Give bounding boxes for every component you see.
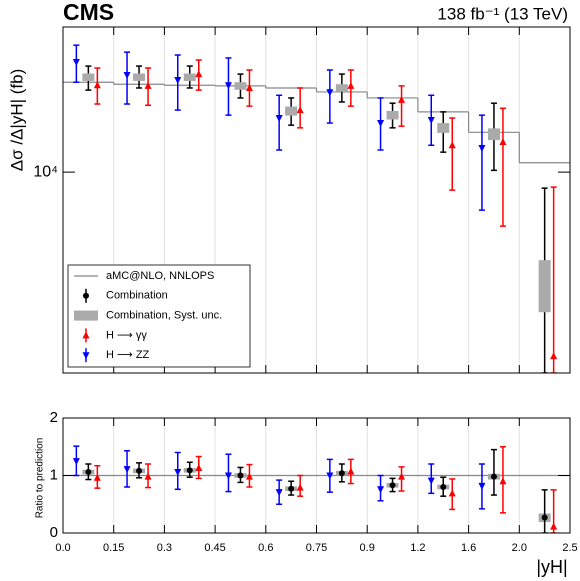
- legend-symbol: [83, 292, 89, 299]
- marker: [174, 469, 182, 477]
- marker: [448, 489, 456, 497]
- top-panel: [63, 27, 570, 373]
- marker: [296, 106, 304, 114]
- marker: [448, 141, 456, 149]
- marker: [288, 485, 295, 492]
- legend-label: H ⟶ γγ: [106, 329, 147, 341]
- ratio-panel: [63, 418, 570, 533]
- marker: [377, 120, 385, 128]
- legend-label: Combination: [106, 290, 168, 302]
- x-tick-label: 0.75: [306, 542, 327, 554]
- legend-symbol: [82, 352, 90, 360]
- frame: [62, 26, 571, 374]
- syst-box: [285, 106, 298, 116]
- legend-symbol: [74, 310, 98, 321]
- marker: [478, 482, 486, 490]
- legend-label: Combination, Syst. unc.: [106, 310, 222, 322]
- marker: [347, 467, 355, 475]
- y-tick-label: 0: [50, 524, 58, 541]
- x-tick-label: 2.0: [512, 542, 527, 554]
- syst-box: [133, 73, 146, 81]
- legend-symbol: [82, 331, 90, 339]
- marker: [347, 81, 355, 89]
- marker: [85, 469, 92, 476]
- marker: [245, 472, 253, 480]
- x-tick-label: 1.2: [410, 542, 425, 554]
- marker: [427, 117, 435, 125]
- marker: [93, 81, 101, 89]
- marker: [499, 477, 507, 485]
- x-tick-label: 1.6: [461, 542, 476, 554]
- marker: [275, 115, 283, 123]
- marker: [136, 467, 143, 474]
- x-tick-label: 0.15: [103, 542, 124, 554]
- syst-box: [335, 84, 348, 92]
- axes: 10⁴ 0 1 2 0.0 0.15 0.3 0.45 0.6 0.75 0.9 1.2 1.6 2.0 2…: [33, 26, 578, 554]
- legend-box: [67, 264, 251, 368]
- legend-label: H ⟶ ZZ: [106, 349, 150, 361]
- y-tick-label: 1: [50, 466, 58, 483]
- chart-title: CMS: [63, 0, 114, 25]
- marker: [195, 70, 203, 78]
- marker: [237, 472, 244, 479]
- marker: [72, 59, 80, 67]
- ratio-axis-label: Ratio to prediction: [35, 438, 46, 519]
- syst-box: [487, 128, 500, 141]
- y-tick-label: 10⁴: [33, 163, 58, 180]
- syst-box: [234, 82, 247, 90]
- marker: [144, 81, 152, 89]
- marker: [550, 352, 558, 360]
- chart-subtitle: 138 fb⁻¹ (13 TeV): [437, 4, 568, 23]
- marker: [478, 144, 486, 152]
- syst-box: [386, 110, 399, 120]
- marker: [72, 458, 80, 466]
- marker: [174, 76, 182, 84]
- marker: [93, 473, 101, 481]
- x-tick-label: 0.9: [360, 542, 375, 554]
- marker: [275, 489, 283, 497]
- syst-box: [437, 123, 450, 133]
- marker: [398, 472, 406, 480]
- x-tick-label: 0.45: [204, 542, 225, 554]
- marker: [389, 482, 396, 489]
- marker: [326, 89, 334, 97]
- y-axis-label: Δσ /Δ|yH| (fb): [7, 69, 26, 171]
- marker: [499, 138, 507, 146]
- x-tick-label: 0.0: [55, 542, 70, 554]
- marker: [224, 82, 232, 90]
- marker: [195, 464, 203, 472]
- marker: [123, 466, 131, 474]
- marker: [377, 486, 385, 494]
- marker: [245, 83, 253, 91]
- syst-box: [183, 73, 196, 81]
- marker: [338, 470, 345, 477]
- marker: [224, 472, 232, 480]
- x-tick-label: 2.5: [562, 542, 577, 554]
- legend-label: aMC@NLO, NNLOPS: [106, 270, 214, 282]
- marker: [490, 473, 497, 480]
- x-tick-label: 0.6: [258, 542, 273, 554]
- marker: [144, 472, 152, 480]
- y-tick-label: 2: [50, 409, 58, 426]
- x-tick-label: 0.3: [157, 542, 172, 554]
- marker: [296, 483, 304, 491]
- marker: [541, 514, 548, 521]
- marker: [440, 484, 447, 490]
- marker: [326, 472, 334, 480]
- marker: [186, 467, 193, 474]
- marker: [398, 95, 406, 103]
- syst-box: [82, 73, 95, 81]
- marker: [123, 71, 131, 79]
- marker: [427, 477, 435, 485]
- marker: [550, 522, 558, 530]
- x-axis-label: |yH|: [536, 557, 567, 577]
- frame: [62, 417, 571, 534]
- syst-box: [538, 260, 551, 313]
